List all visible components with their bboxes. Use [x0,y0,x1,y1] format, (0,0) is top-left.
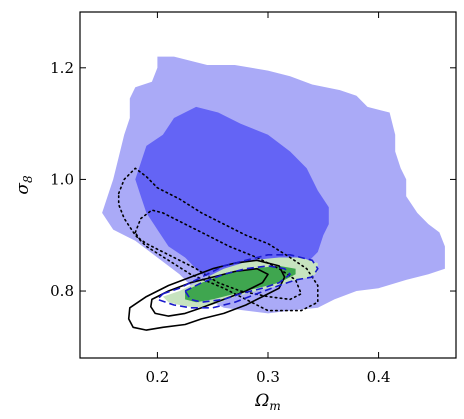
x-axis-label: Ωm [254,391,281,413]
x-tick-label-2: 0.4 [367,368,391,386]
y-tick-label-2: 1.2 [50,59,74,77]
y-tick-label-1: 1.0 [50,170,74,188]
y-axis-label: σ8 [13,175,35,195]
x-axis-label-sub: m [269,399,280,413]
contour-dotted-outer-6 [117,167,319,312]
contour-dashed-outer-4 [156,254,319,309]
y-axis-label-sub: 8 [21,175,35,183]
contour-layer [102,56,445,331]
contour-dashed-inner-5 [184,265,291,304]
tick-layer: 0.2 0.3 0.4 0.8 1.0 1.2 [50,12,456,386]
x-tick-label-0: 0.2 [145,368,169,386]
y-axis-label-main: σ [13,183,33,195]
x-tick-label-1: 0.3 [256,368,280,386]
x-axis-label-main: Ω [254,391,269,411]
contour-solid-outer-8 [127,259,286,331]
contour-solid-inner-9 [150,267,269,317]
contour-filled-inner-1 [135,106,329,283]
y-tick-label-0: 0.8 [50,282,74,300]
